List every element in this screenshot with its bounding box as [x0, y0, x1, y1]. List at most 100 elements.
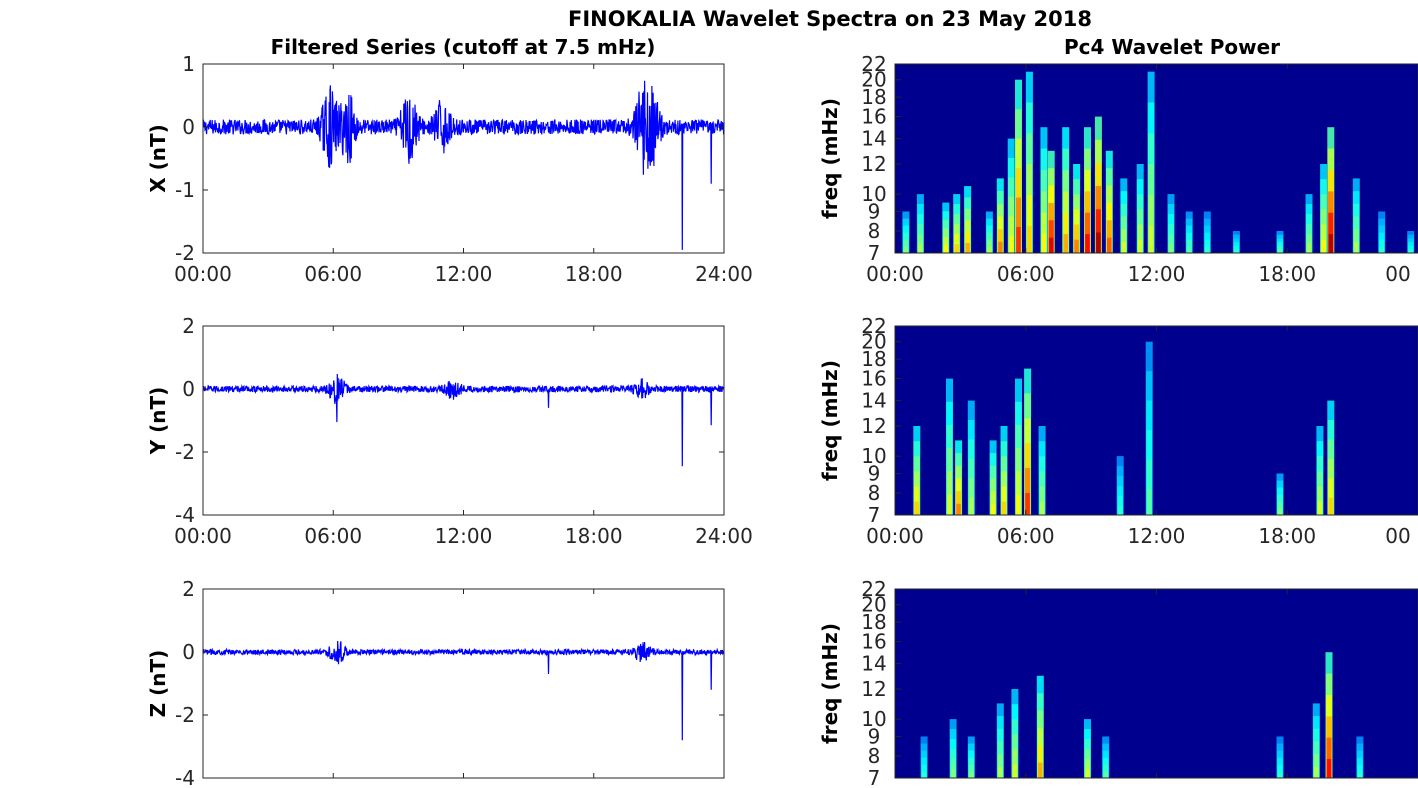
y-tick-label: 18	[861, 347, 886, 371]
power-stripe	[986, 239, 992, 253]
power-stripe	[1314, 766, 1319, 778]
y-tick-label: 8	[868, 744, 881, 768]
power-stripe	[1168, 234, 1174, 253]
y-tick-label: 7	[868, 766, 881, 788]
y-tick-label: -4	[175, 766, 195, 788]
power-stripe	[1063, 212, 1069, 253]
y-axis-label: freq (mHz)	[818, 360, 842, 481]
x-tick-label: 00:00	[174, 262, 232, 286]
x-tick-label: 00:00	[174, 524, 232, 548]
y-tick-label: -4	[175, 503, 195, 527]
power-stripe	[918, 244, 923, 253]
power-stripe	[950, 769, 956, 778]
left-column-title: Filtered Series (cutoff at 7.5 mHz)	[271, 35, 656, 59]
power-stripe	[1354, 241, 1359, 253]
power-stripe	[1103, 764, 1109, 778]
y-tick-label: 16	[861, 367, 886, 391]
power-stripe	[1001, 501, 1007, 515]
power-stripe	[1016, 494, 1021, 515]
y-tick-label: 22	[861, 577, 886, 601]
power-stripe	[1009, 235, 1014, 253]
power-stripe	[1204, 239, 1210, 253]
power-stripe	[1234, 249, 1239, 253]
power-stripe	[1277, 764, 1283, 778]
power-stripe	[998, 766, 1003, 778]
y-tick-label: 14	[861, 652, 886, 676]
power-stripe	[954, 234, 960, 253]
power-stripe	[1321, 239, 1326, 253]
x-tick-label: 12:00	[1128, 262, 1186, 286]
power-stripe	[1205, 246, 1210, 253]
y-tick-label: 2	[182, 314, 195, 338]
power-stripe	[1357, 771, 1363, 778]
y-tick-label: 12	[861, 677, 886, 701]
power-stripe	[943, 245, 949, 253]
figure-title: FINOKALIA Wavelet Spectra on 23 May 2018	[568, 7, 1092, 31]
power-stripe	[1313, 754, 1319, 778]
power-stripe	[1008, 216, 1014, 253]
power-stripe	[1063, 234, 1068, 253]
power-stripe	[1328, 212, 1334, 253]
power-stripe	[1137, 239, 1143, 253]
power-stripe	[1027, 225, 1032, 253]
power-stripe	[1326, 759, 1332, 778]
x-tick-label: 00	[1385, 524, 1410, 548]
power-stripe	[1025, 468, 1031, 515]
power-stripe	[1117, 496, 1123, 515]
power-stripe	[1408, 245, 1414, 253]
power-stripe	[921, 764, 927, 778]
power-stripe	[1186, 246, 1192, 253]
y-tick-label: 22	[861, 314, 886, 338]
power-stripe	[1107, 237, 1112, 253]
plot-area	[203, 64, 724, 253]
power-stripe	[965, 231, 971, 253]
y-tick-label: 20	[861, 593, 886, 617]
power-stripe	[950, 759, 956, 778]
series-line	[202, 373, 725, 467]
power-stripe	[1085, 769, 1090, 778]
y-tick-label: -2	[175, 241, 195, 265]
power-stripe	[1085, 759, 1090, 778]
x-tick-label: 00	[1385, 262, 1410, 286]
y-tick-label: 7	[868, 241, 881, 265]
power-stripe	[1037, 745, 1043, 778]
power-stripe	[1328, 497, 1334, 515]
power-stripe	[943, 236, 949, 253]
power-stripe	[1103, 771, 1108, 778]
power-stripe	[954, 244, 959, 253]
power-stripe	[1277, 771, 1283, 778]
heatmap-background	[895, 64, 1418, 253]
power-stripe	[956, 503, 961, 515]
power-stripe	[1016, 471, 1021, 515]
y-tick-label: 8	[868, 219, 881, 243]
power-stripe	[1186, 239, 1192, 253]
power-stripe	[965, 243, 970, 253]
y-tick-label: 9	[868, 200, 881, 224]
power-stripe	[968, 764, 974, 778]
y-tick-label: 8	[868, 481, 881, 505]
x-tick-label: 12:00	[1128, 524, 1186, 548]
power-stripe	[1038, 762, 1043, 778]
y-tick-label: 9	[868, 725, 881, 749]
power-stripe	[1277, 508, 1283, 515]
x-tick-label: 18:00	[565, 524, 623, 548]
power-stripe	[1328, 478, 1334, 515]
plot-area	[203, 589, 724, 778]
plot-area	[203, 326, 724, 515]
power-stripe	[1041, 234, 1047, 253]
power-stripe	[968, 478, 974, 515]
power-stripe	[917, 234, 923, 253]
power-stripe	[1233, 245, 1239, 253]
y-tick-label: 22	[861, 52, 886, 76]
x-tick-label: 12:00	[435, 262, 493, 286]
power-stripe	[903, 246, 909, 253]
power-stripe	[1317, 486, 1323, 515]
power-stripe	[914, 501, 919, 515]
power-stripe	[990, 491, 996, 515]
power-stripe	[1016, 227, 1021, 253]
x-tick-label: 12:00	[435, 524, 493, 548]
power-stripe	[1353, 229, 1359, 253]
x-tick-label: 18:00	[1258, 262, 1316, 286]
